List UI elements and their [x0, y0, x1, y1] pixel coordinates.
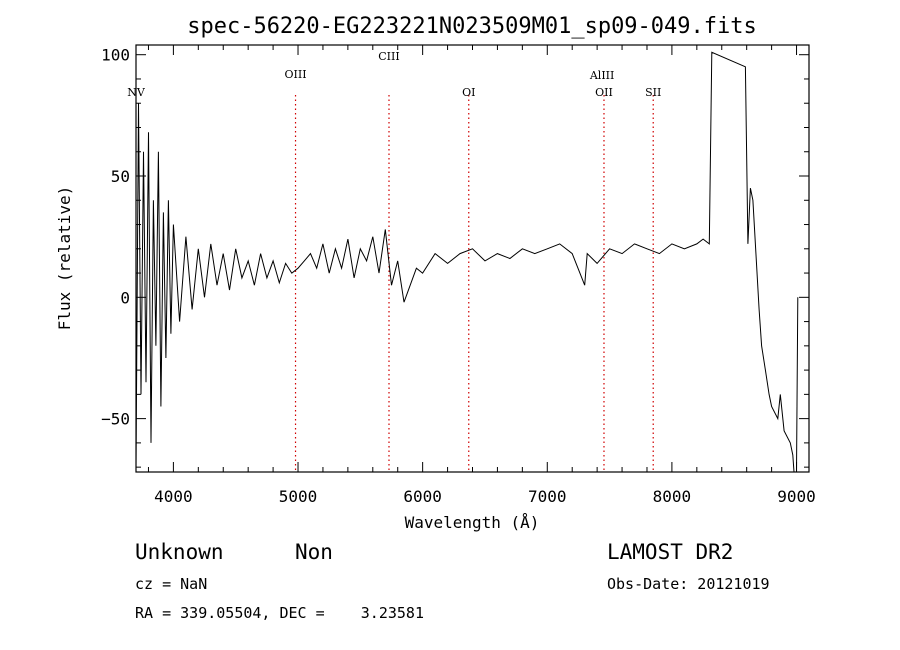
spectral-line-label-oi: OI	[462, 86, 475, 99]
spectral-line-label-oii: OII	[595, 86, 613, 99]
line-labels: NV OIII CIII OI AlIII OII SII	[127, 50, 661, 99]
spectral-line-markers	[294, 95, 654, 472]
chart-title: spec-56220-EG223221N023509M01_sp09-049.f…	[187, 14, 757, 39]
x-axis-label: Wavelength (Å)	[405, 513, 540, 532]
x-tick-label: 7000	[528, 487, 567, 506]
coords-text: RA = 339.05504, DEC = 3.23581	[135, 604, 424, 622]
spectrum-series	[135, 51, 799, 473]
spectral-line-label-sii: SII	[645, 86, 661, 99]
x-tick-label: 8000	[653, 487, 692, 506]
spectrum-line	[135, 51, 799, 473]
subclass-label: Non	[295, 540, 333, 564]
plot-frame	[135, 44, 810, 473]
x-tick-label: 4000	[154, 487, 193, 506]
cz-text: cz = NaN	[135, 575, 208, 593]
spectral-line-label-nv: NV	[127, 86, 146, 99]
y-tick-label: 0	[120, 288, 130, 307]
x-tick-label: 6000	[403, 487, 442, 506]
y-axis-label: Flux (relative)	[55, 186, 74, 331]
obs-date-text: Obs-Date: 20121019	[607, 575, 770, 593]
y-tick-label: 50	[111, 167, 130, 186]
spectral-line-label-oiii: OIII	[284, 68, 306, 81]
x-tick-label: 5000	[279, 487, 318, 506]
spectral-line-label-aliii: AlIII	[589, 69, 615, 82]
y-axis: −50 0 50 100	[101, 46, 809, 468]
y-tick-label: 100	[101, 46, 130, 65]
survey-label: LAMOST DR2	[607, 540, 734, 564]
x-tick-label: 9000	[777, 487, 816, 506]
class-label: Unknown	[135, 540, 224, 564]
x-axis: 4000 5000 6000 7000 8000 9000	[147, 45, 816, 506]
spectral-line-label-ciii: CIII	[378, 50, 399, 63]
y-tick-label: −50	[101, 410, 130, 429]
